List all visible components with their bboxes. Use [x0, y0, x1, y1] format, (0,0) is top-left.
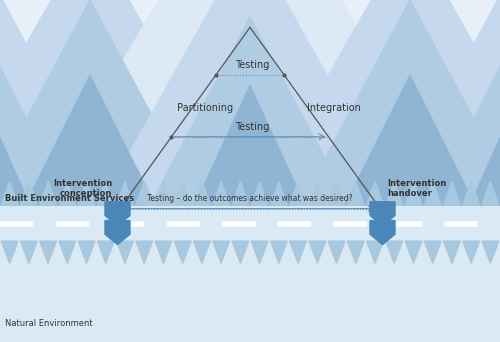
Polygon shape	[309, 241, 326, 263]
Polygon shape	[0, 0, 112, 205]
Polygon shape	[1, 181, 18, 205]
Polygon shape	[370, 202, 395, 226]
Polygon shape	[232, 181, 249, 205]
Text: Testing: Testing	[236, 60, 270, 70]
Polygon shape	[25, 75, 155, 205]
Polygon shape	[150, 17, 350, 205]
Polygon shape	[136, 181, 152, 205]
Polygon shape	[430, 17, 500, 205]
Polygon shape	[212, 241, 230, 263]
Polygon shape	[136, 241, 152, 263]
Polygon shape	[470, 82, 500, 205]
Polygon shape	[40, 181, 56, 205]
Polygon shape	[348, 181, 364, 205]
Polygon shape	[0, 0, 200, 205]
Text: Natural Environment: Natural Environment	[5, 319, 92, 328]
Polygon shape	[251, 181, 268, 205]
Polygon shape	[98, 181, 114, 205]
Polygon shape	[20, 181, 38, 205]
Polygon shape	[78, 181, 95, 205]
Polygon shape	[348, 241, 364, 263]
Polygon shape	[405, 181, 422, 205]
Polygon shape	[462, 181, 479, 205]
Polygon shape	[366, 181, 384, 205]
Polygon shape	[482, 181, 499, 205]
Polygon shape	[370, 221, 395, 245]
Polygon shape	[0, 82, 30, 205]
Polygon shape	[328, 241, 345, 263]
Text: Integration: Integration	[308, 103, 362, 113]
Polygon shape	[155, 181, 172, 205]
Polygon shape	[290, 181, 306, 205]
Polygon shape	[105, 221, 130, 245]
Bar	[0, 0, 500, 205]
Text: Intervention
handover: Intervention handover	[388, 179, 447, 198]
Polygon shape	[386, 181, 402, 205]
Polygon shape	[328, 181, 345, 205]
Text: Testing – do the outcomes achieve what was desired?: Testing – do the outcomes achieve what w…	[147, 195, 353, 203]
Polygon shape	[462, 241, 479, 263]
Text: Partitioning: Partitioning	[178, 103, 234, 113]
Polygon shape	[155, 241, 172, 263]
Text: Intervention
conception: Intervention conception	[53, 179, 112, 198]
Polygon shape	[0, 17, 70, 205]
Polygon shape	[300, 0, 500, 205]
Polygon shape	[59, 241, 76, 263]
Polygon shape	[98, 241, 114, 263]
Polygon shape	[444, 241, 460, 263]
Polygon shape	[309, 181, 326, 205]
Polygon shape	[232, 241, 249, 263]
Polygon shape	[38, 0, 463, 205]
Polygon shape	[78, 241, 95, 263]
Polygon shape	[424, 181, 441, 205]
Polygon shape	[482, 241, 499, 263]
Polygon shape	[424, 241, 441, 263]
Polygon shape	[116, 181, 134, 205]
Polygon shape	[366, 241, 384, 263]
Polygon shape	[388, 0, 500, 205]
Polygon shape	[255, 0, 500, 205]
Polygon shape	[290, 241, 306, 263]
Polygon shape	[270, 181, 287, 205]
Polygon shape	[100, 0, 400, 205]
Polygon shape	[194, 181, 210, 205]
Polygon shape	[105, 202, 130, 226]
Polygon shape	[195, 86, 305, 205]
Polygon shape	[59, 181, 76, 205]
Polygon shape	[174, 241, 191, 263]
Polygon shape	[1, 241, 18, 263]
Polygon shape	[345, 75, 475, 205]
Polygon shape	[444, 181, 460, 205]
Polygon shape	[212, 181, 230, 205]
Polygon shape	[194, 241, 210, 263]
Polygon shape	[20, 241, 38, 263]
Text: Testing: Testing	[236, 122, 270, 132]
Polygon shape	[174, 181, 191, 205]
Polygon shape	[405, 241, 422, 263]
Polygon shape	[116, 241, 134, 263]
Polygon shape	[0, 0, 245, 205]
Polygon shape	[386, 241, 402, 263]
Polygon shape	[40, 241, 56, 263]
Polygon shape	[270, 241, 287, 263]
Bar	[0, 205, 500, 342]
Polygon shape	[251, 241, 268, 263]
Text: Built Environment Services: Built Environment Services	[5, 195, 134, 203]
